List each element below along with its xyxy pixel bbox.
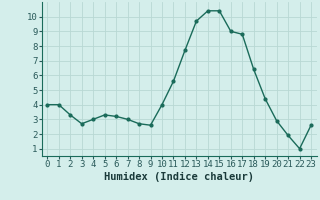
X-axis label: Humidex (Indice chaleur): Humidex (Indice chaleur) — [104, 172, 254, 182]
